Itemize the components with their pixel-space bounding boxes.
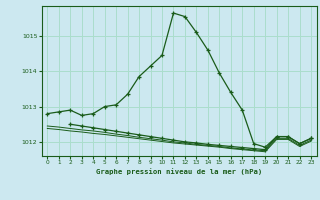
X-axis label: Graphe pression niveau de la mer (hPa): Graphe pression niveau de la mer (hPa)	[96, 168, 262, 175]
